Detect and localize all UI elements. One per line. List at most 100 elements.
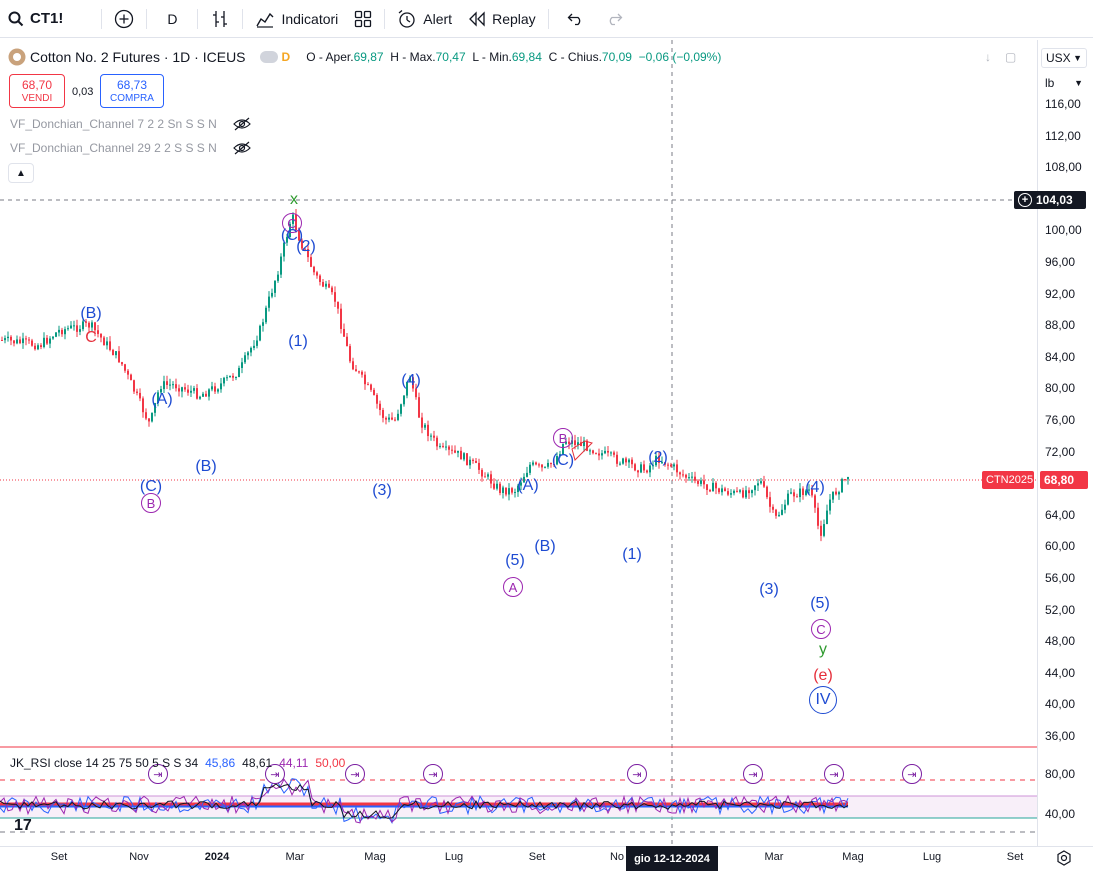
candle-body <box>556 456 558 465</box>
arrow-down-icon[interactable]: ↓ <box>985 50 991 64</box>
replay-button[interactable]: Replay <box>460 0 544 38</box>
candle-body <box>478 462 480 470</box>
indicators-icon <box>256 12 274 28</box>
event-marker[interactable]: ⇥ <box>265 764 285 784</box>
buy-label: COMPRA <box>110 93 154 104</box>
wave-label-circle: A <box>503 577 523 597</box>
candle-body <box>4 338 6 341</box>
candle-body <box>544 466 546 468</box>
candle-body <box>562 443 564 455</box>
candle-body <box>130 374 132 381</box>
wave-circle-text: C <box>282 213 302 233</box>
event-marker[interactable]: ⇥ <box>148 764 168 784</box>
candle-body <box>376 394 378 404</box>
candle-body <box>733 490 735 494</box>
candle-body <box>79 329 81 332</box>
time-tick: Mar <box>764 851 784 863</box>
price-axis[interactable] <box>1037 40 1093 846</box>
candle-body <box>619 463 621 465</box>
candle-body <box>301 240 303 249</box>
candle-body <box>178 388 180 392</box>
candle-body <box>196 388 198 399</box>
redo-button[interactable] <box>599 0 629 38</box>
rsi-value-2: 48,61 <box>242 756 273 770</box>
candle-body <box>22 338 24 344</box>
time-axis[interactable] <box>0 846 1093 873</box>
time-tick: Set <box>50 851 68 863</box>
candle-body <box>661 462 663 464</box>
candle-body <box>427 424 429 437</box>
candle-body <box>151 412 153 422</box>
candle-body <box>802 488 804 495</box>
candles-icon <box>213 10 228 27</box>
time-tick: Mag <box>364 851 386 863</box>
price-tick: 92,00 <box>1045 286 1076 301</box>
chart-type-button[interactable] <box>202 0 238 38</box>
candle-body <box>316 272 318 276</box>
eye-crossed-icon[interactable] <box>232 141 251 155</box>
symbol-search[interactable]: CT1! <box>0 0 71 38</box>
candle-body <box>664 462 666 465</box>
candle-body <box>838 492 840 495</box>
cotton-logo-icon <box>8 48 26 66</box>
candle-body <box>175 384 177 389</box>
candle-body <box>715 482 717 489</box>
layouts-button[interactable] <box>346 0 380 38</box>
event-marker[interactable]: ⇥ <box>423 764 443 784</box>
price-chart[interactable]: 17 <box>0 40 1037 846</box>
candle-body <box>172 384 174 386</box>
candle-body <box>835 491 837 495</box>
eye-crossed-icon[interactable] <box>232 117 251 131</box>
candle-body <box>298 230 300 241</box>
ohlc-values: O - Aper.69,87 H - Max.70,47 L - Min.69,… <box>306 50 721 64</box>
candle-body <box>577 442 579 446</box>
event-marker[interactable]: ⇥ <box>743 764 763 784</box>
market-status: D <box>259 50 290 64</box>
candle-body <box>346 336 348 347</box>
chart-pane[interactable]: 17 (B) C (A) (C) B (B) x C (C) (2) (1) (… <box>0 40 1037 846</box>
currency-select[interactable]: USX ▼ <box>1041 48 1087 68</box>
candle-body <box>673 464 675 467</box>
unit-select[interactable]: lb ▼ <box>1041 73 1087 93</box>
indicator-row[interactable]: VF_Donchian_Channel 7 2 2 Sn S S N <box>10 117 251 131</box>
gear-icon[interactable] <box>1056 850 1072 866</box>
event-marker[interactable]: ⇥ <box>345 764 365 784</box>
event-marker[interactable]: ⇥ <box>902 764 922 784</box>
symbol-price-tag: CTN2025 <box>982 471 1034 489</box>
rsi-value-1: 45,86 <box>205 756 236 770</box>
plus-icon[interactable]: + <box>1018 193 1032 207</box>
candle-body <box>739 490 741 492</box>
wave-label: (B) <box>80 305 102 322</box>
candle-body <box>721 488 723 493</box>
indicator-label: VF_Donchian_Channel 29 2 2 S S S N <box>10 141 217 155</box>
rsi-value-4: 50,00 <box>315 756 346 770</box>
rsi-lines <box>0 778 849 824</box>
plus-circle-icon <box>115 9 134 28</box>
candle-body <box>226 377 228 379</box>
candle-body <box>787 493 789 505</box>
compare-button[interactable] <box>106 0 142 38</box>
undo-button[interactable] <box>553 0 599 38</box>
candle-body <box>790 492 792 494</box>
indicators-button[interactable]: Indicatori <box>247 0 346 38</box>
alert-button[interactable]: Alert <box>389 0 460 38</box>
candle-body <box>55 332 57 337</box>
sell-button[interactable]: 68,70 VENDI <box>9 74 65 108</box>
candle-body <box>385 417 387 420</box>
candle-body <box>442 445 444 447</box>
buy-button[interactable]: 68,73 COMPRA <box>100 74 164 108</box>
collapse-legend-button[interactable]: ▲ <box>8 163 34 183</box>
indicator-row[interactable]: VF_Donchian_Channel 29 2 2 S S S N <box>10 141 251 155</box>
candle-body <box>208 389 210 397</box>
candle-body <box>16 339 18 344</box>
event-marker[interactable]: ⇥ <box>627 764 647 784</box>
event-marker[interactable]: ⇥ <box>824 764 844 784</box>
rsi-legend[interactable]: JK_RSI close 14 25 75 50 5 S S 34 45,86 … <box>10 756 345 770</box>
interval-button[interactable]: D <box>151 0 193 38</box>
top-toolbar: CT1! D Indicatori Alert Replay <box>0 0 1093 38</box>
symbol-title[interactable]: Cotton No. 2 Futures · 1D · ICEUS <box>30 49 246 65</box>
wave-label: (1) <box>288 333 308 350</box>
candle-body <box>304 248 306 250</box>
maximize-icon[interactable]: ▢ <box>1005 50 1017 64</box>
currency-label: USX <box>1046 51 1071 65</box>
